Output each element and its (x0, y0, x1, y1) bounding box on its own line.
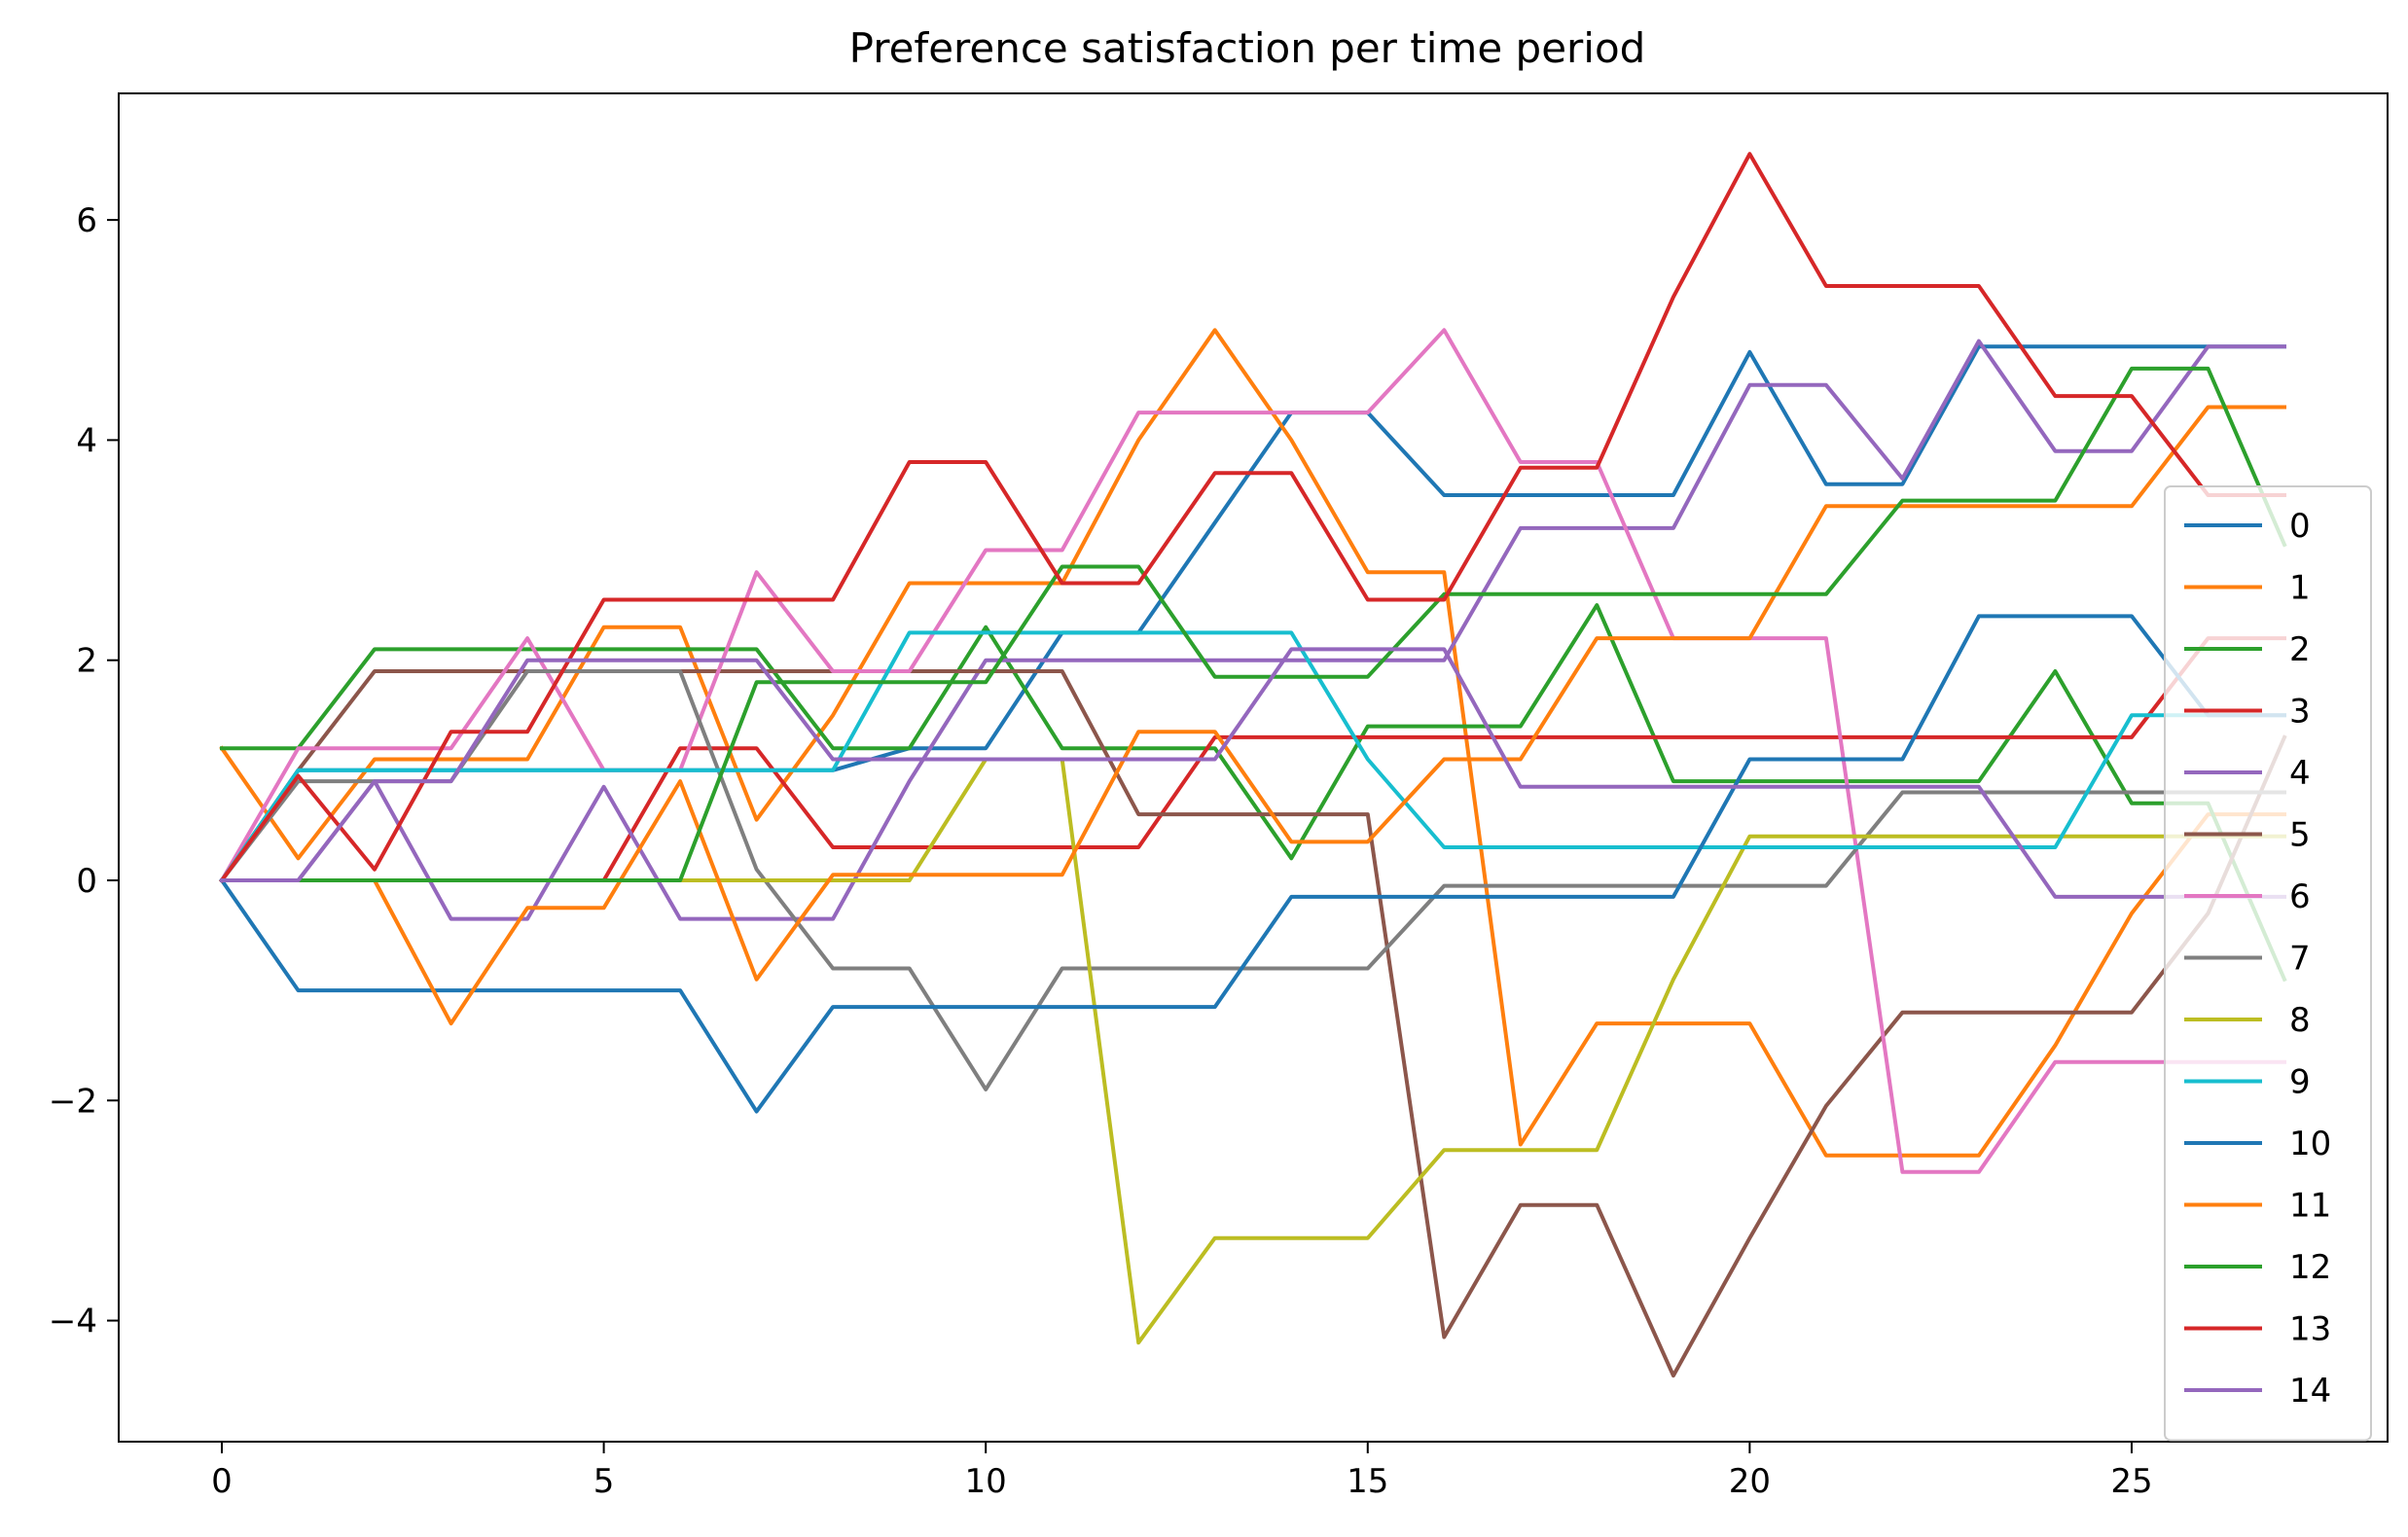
legend-label-8: 8 (2289, 1001, 2311, 1040)
legend-label-13: 13 (2289, 1310, 2331, 1349)
legend-label-1: 1 (2289, 569, 2311, 608)
legend-label-3: 3 (2289, 693, 2311, 732)
y-tick-label: 2 (76, 642, 97, 681)
series-line-2 (220, 603, 2287, 983)
legend-label-10: 10 (2289, 1125, 2331, 1163)
legend-label-6: 6 (2289, 877, 2311, 916)
series-line-12 (220, 366, 2287, 882)
series-line-14 (220, 647, 2286, 899)
series-line-4 (220, 339, 2286, 921)
legend-label-5: 5 (2289, 816, 2311, 855)
y-tick-label: 4 (76, 421, 97, 460)
y-tick-label: −4 (49, 1303, 97, 1341)
x-tick-label: 10 (965, 1462, 1007, 1501)
legend-label-4: 4 (2289, 754, 2311, 793)
plot-frame (118, 92, 2389, 1443)
series-line-13 (219, 152, 2286, 883)
y-tick-label: 0 (76, 862, 97, 901)
series-line-10 (219, 614, 2286, 1114)
series-line-11 (220, 405, 2286, 1026)
legend-label-0: 0 (2289, 507, 2311, 546)
legend-label-11: 11 (2289, 1187, 2331, 1226)
y-tick-label: −2 (49, 1082, 97, 1121)
legend-label-7: 7 (2289, 940, 2311, 979)
y-tick-label: 6 (76, 201, 97, 240)
legend-label-2: 2 (2289, 630, 2311, 669)
legend-label-12: 12 (2289, 1248, 2331, 1287)
legend-label-9: 9 (2289, 1063, 2311, 1102)
series-line-6 (219, 328, 2286, 1174)
x-tick-label: 0 (211, 1462, 233, 1501)
legend-label-14: 14 (2289, 1372, 2331, 1411)
series-line-7 (219, 669, 2286, 1091)
x-tick-label: 15 (1347, 1462, 1388, 1501)
legend-box (2164, 485, 2372, 1442)
x-tick-label: 25 (2110, 1462, 2152, 1501)
chart-title: Preference satisfaction per time period (849, 24, 1646, 72)
series-layer (219, 152, 2287, 1378)
x-tick-label: 5 (593, 1462, 615, 1501)
x-tick-label: 20 (1729, 1462, 1771, 1501)
series-line-1 (219, 328, 2286, 1158)
series-line-9 (219, 630, 2286, 883)
